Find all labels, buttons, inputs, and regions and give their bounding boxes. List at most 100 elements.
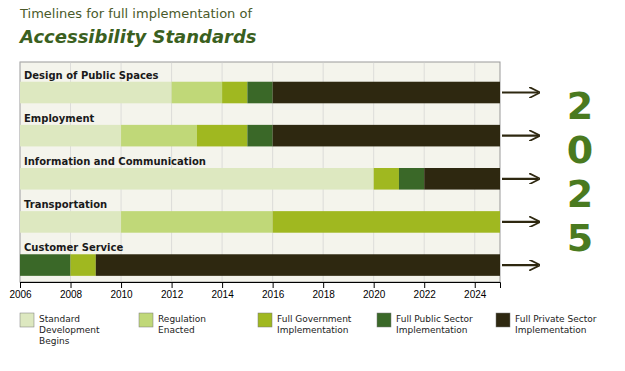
legend: StandardDevelopmentBegins RegulationEnact… — [20, 313, 597, 346]
legend-item: RegulationEnacted — [139, 313, 206, 335]
segment — [20, 211, 121, 233]
row-label: Information and Communication — [24, 156, 206, 167]
legend-label-line: Full Private Sector — [515, 314, 597, 324]
x-tick: 2020 — [363, 282, 386, 300]
segment — [20, 168, 374, 190]
x-axis-line — [21, 283, 501, 289]
legend-label-line: Full Public Sector — [396, 314, 473, 324]
x-tick-label: 2018 — [313, 289, 336, 300]
legend-item: Full GovernmentImplementation — [258, 313, 352, 335]
x-tick-mark — [121, 282, 122, 288]
legend-label: StandardDevelopmentBegins — [39, 314, 100, 346]
arrow — [502, 135, 538, 137]
legend-label-line: Implementation — [396, 325, 467, 335]
row-label: Employment — [24, 113, 95, 124]
segment — [172, 82, 223, 104]
x-tick-label: 2022 — [414, 289, 437, 300]
x-tick: 2012 — [161, 282, 184, 300]
plot-area: Design of Public Spaces Employment Informa… — [9, 62, 538, 300]
subtitle: Accessibility Standards — [18, 26, 257, 47]
legend-label-line: Begins — [39, 336, 70, 346]
x-tick-mark — [475, 282, 476, 288]
segment — [96, 254, 500, 276]
plot-background — [20, 62, 500, 282]
title: Timelines for full implementation of — [19, 6, 252, 21]
x-tick-mark — [273, 282, 274, 288]
legend-swatch — [377, 313, 391, 327]
legend-swatch — [20, 313, 34, 327]
segment — [20, 82, 172, 104]
segment — [71, 254, 96, 276]
segment — [222, 82, 247, 104]
x-axis: 2006 2008 2010 2012 2014 2016 2018 2020 2022 2024 — [9, 282, 500, 300]
x-tick-label: 2012 — [161, 289, 184, 300]
legend-item: StandardDevelopmentBegins — [20, 313, 100, 346]
legend-label-line: Implementation — [515, 325, 586, 335]
legend-label-line: Development — [39, 325, 100, 335]
x-tick-label: 2008 — [60, 289, 83, 300]
segment — [424, 168, 500, 190]
arrows — [502, 93, 538, 266]
x-tick: 2022 — [414, 282, 437, 300]
segment — [399, 168, 424, 190]
legend-label: Full GovernmentImplementation — [277, 314, 352, 335]
segment — [273, 82, 500, 104]
x-tick-label: 2016 — [262, 289, 285, 300]
legend-swatch — [496, 313, 510, 327]
x-tick: 2018 — [313, 282, 336, 300]
x-tick: 2016 — [262, 282, 285, 300]
legend-swatch — [258, 313, 272, 327]
legend-swatch — [139, 313, 153, 327]
x-tick-label: 2024 — [464, 289, 487, 300]
x-tick: 2014 — [211, 282, 234, 300]
x-tick-label: 2006 — [9, 289, 32, 300]
x-tick: 2008 — [60, 282, 83, 300]
legend-label: Full Private SectorImplementation — [515, 314, 597, 335]
annotation: 2025 — [567, 84, 593, 260]
x-tick: 2024 — [464, 282, 487, 300]
legend-label: Full Public SectorImplementation — [396, 314, 473, 335]
row-label: Transportation — [24, 199, 107, 210]
x-tick-mark — [20, 282, 21, 288]
x-tick-mark — [222, 282, 223, 288]
annotation-char: 5 — [567, 216, 593, 260]
legend-label-line: Implementation — [277, 325, 348, 335]
bars — [20, 82, 500, 276]
segment — [20, 125, 121, 147]
legend-item: Full Private SectorImplementation — [496, 313, 597, 335]
x-tick-mark — [424, 282, 425, 288]
segment — [121, 211, 273, 233]
arrow — [502, 264, 538, 266]
legend-item: Full Public SectorImplementation — [377, 313, 473, 335]
row-label: Customer Service — [24, 242, 123, 253]
segment — [247, 82, 272, 104]
arrow — [502, 221, 538, 223]
x-tick-label: 2020 — [363, 289, 386, 300]
segment — [273, 125, 500, 147]
legend-label: RegulationEnacted — [158, 314, 206, 335]
x-tick-mark — [323, 282, 324, 288]
segment — [374, 168, 399, 190]
x-tick-mark — [374, 282, 375, 288]
x-tick-label: 2014 — [211, 289, 234, 300]
annotation-char: 2 — [567, 84, 593, 128]
segment — [273, 211, 500, 233]
arrow — [502, 91, 538, 93]
arrow — [502, 178, 538, 180]
legend-label-line: Standard — [39, 314, 80, 324]
annotation-char: 0 — [567, 128, 593, 172]
x-tick: 2006 — [9, 282, 32, 300]
annotation-char: 2 — [567, 172, 593, 216]
legend-label-line: Full Government — [277, 314, 352, 324]
x-tick-mark — [71, 282, 72, 288]
segment — [20, 254, 71, 276]
segment — [197, 125, 248, 147]
chart: Timelines for full implementation of Acce… — [0, 0, 625, 371]
x-tick-mark — [172, 282, 173, 288]
segment — [247, 125, 272, 147]
x-tick: 2010 — [110, 282, 133, 300]
segment — [121, 125, 197, 147]
x-tick-label: 2010 — [110, 289, 133, 300]
row-label: Design of Public Spaces — [24, 70, 159, 81]
legend-label-line: Enacted — [158, 325, 195, 335]
